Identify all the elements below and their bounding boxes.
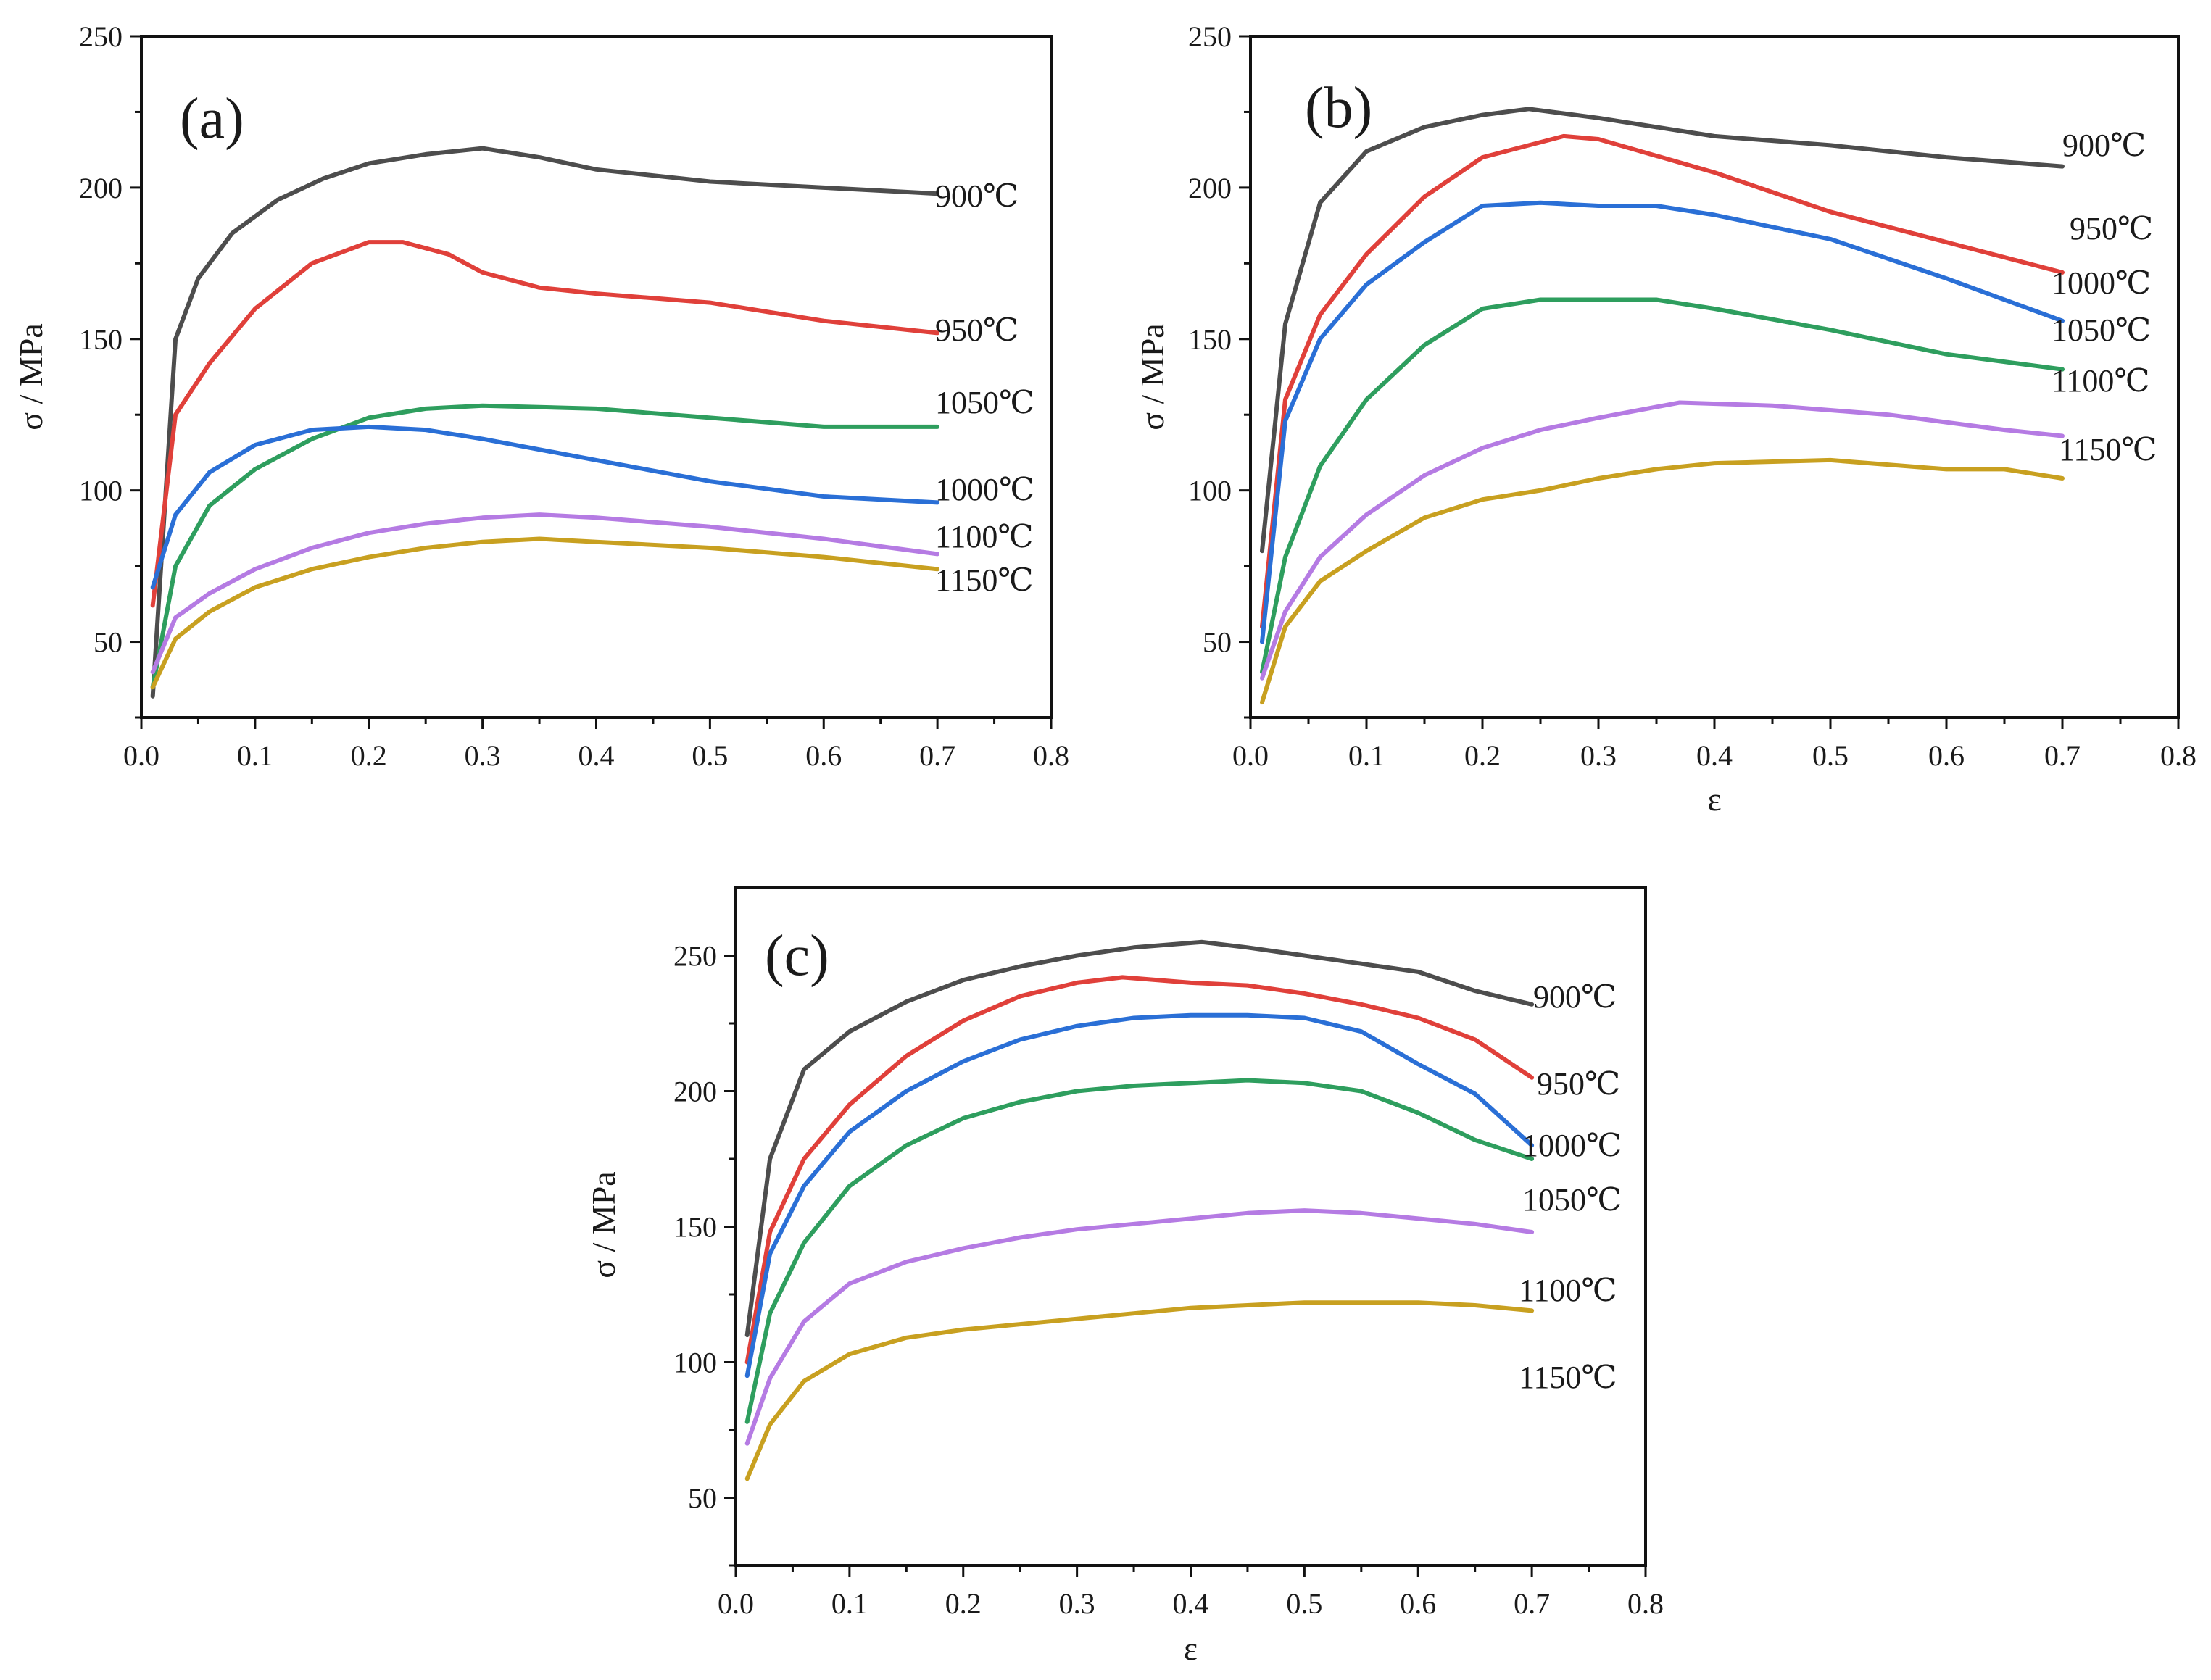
panel-label: (c) xyxy=(765,924,829,988)
y-tick-label: 250 xyxy=(1188,20,1232,53)
series-line-1150c xyxy=(150,536,940,690)
series-label: 1050℃ xyxy=(1522,1182,1622,1218)
series-label: 900℃ xyxy=(2062,128,2146,163)
series-line-950c xyxy=(1260,133,2065,629)
x-axis-label: ε xyxy=(1184,1630,1198,1667)
y-tick-label: 100 xyxy=(1188,475,1232,507)
series-label: 950℃ xyxy=(1537,1066,1620,1102)
y-tick-label: 50 xyxy=(688,1482,717,1515)
panel-label: (a) xyxy=(180,87,244,151)
y-tick-label: 200 xyxy=(79,172,123,204)
x-tick-label: 0.8 xyxy=(1033,739,1069,772)
plot-frame xyxy=(140,35,1053,719)
x-tick-label: 0.3 xyxy=(1059,1587,1095,1620)
x-tick-label: 0.3 xyxy=(465,739,501,772)
x-tick-label: 0.0 xyxy=(1232,739,1269,772)
x-tick-label: 0.1 xyxy=(1348,739,1385,772)
x-tick-label: 0.4 xyxy=(1173,1587,1209,1620)
series-line-900c xyxy=(150,146,940,699)
series-line-900c xyxy=(1260,107,2065,554)
series-line-1100c xyxy=(1260,400,2065,681)
x-tick-label: 0.2 xyxy=(351,739,387,772)
series-label: 950℃ xyxy=(935,312,1019,348)
y-tick-label: 50 xyxy=(94,626,123,659)
y-tick-label: 150 xyxy=(79,323,123,356)
x-tick-label: 0.2 xyxy=(945,1587,982,1620)
y-tick-label: 200 xyxy=(673,1076,717,1108)
series-line-1050c xyxy=(1260,297,2065,675)
series-label: 1100℃ xyxy=(935,519,1034,554)
x-tick-label: 0.4 xyxy=(1696,739,1733,772)
y-axis-label: σ / MPa xyxy=(12,323,49,430)
x-axis-label: ε xyxy=(1707,781,1721,818)
x-tick-label: 0.0 xyxy=(123,739,159,772)
series-label: 1000℃ xyxy=(1522,1128,1622,1163)
series-line-950c xyxy=(150,240,940,608)
series-label: 1000℃ xyxy=(935,472,1034,507)
series-label: 1150℃ xyxy=(2059,432,2157,467)
chart-panel-b: 0.0 0.1 0.2 0.3 0.4 0.5 0.6 0.7 0.8 50 100 150 200 25… xyxy=(1134,20,2197,818)
series-label: 1150℃ xyxy=(935,562,1034,598)
x-tick-label: 0.6 xyxy=(805,739,842,772)
y-tick-label: 200 xyxy=(1188,172,1232,204)
series-line-1050c xyxy=(744,1078,1535,1424)
series-line-1150c xyxy=(744,1300,1535,1481)
series-line-1100c xyxy=(150,512,940,675)
chart-panel-c: 0.0 0.1 0.2 0.3 0.4 0.5 0.6 0.7 0.8 50 100 150 200 25… xyxy=(585,886,1664,1667)
y-tick-label: 150 xyxy=(673,1211,717,1244)
chart-panel-a: 0.0 0.1 0.2 0.3 0.4 0.5 0.6 0.7 0.8 50 100 150 200 25… xyxy=(12,20,1069,772)
series-line-1000c xyxy=(1260,200,2065,644)
x-tick-label: 0.7 xyxy=(1514,1587,1550,1620)
y-tick-label: 150 xyxy=(1188,323,1232,356)
series-label: 1050℃ xyxy=(935,385,1034,420)
y-axis-label: σ / MPa xyxy=(585,1171,622,1278)
x-tick-label: 0.5 xyxy=(1286,1587,1322,1620)
x-tick-label: 0.8 xyxy=(2160,739,2197,772)
x-tick-label: 0.2 xyxy=(1464,739,1501,772)
panel-label: (b) xyxy=(1305,76,1372,140)
y-tick-label: 250 xyxy=(673,940,717,973)
x-tick-label: 0.6 xyxy=(1928,739,1965,772)
x-tick-label: 0.5 xyxy=(692,739,728,772)
series-line-950c xyxy=(744,975,1535,1365)
series-label: 900℃ xyxy=(935,178,1019,214)
y-tick-label: 250 xyxy=(79,20,123,53)
series-label: 900℃ xyxy=(1533,979,1617,1015)
series-line-900c xyxy=(744,939,1535,1338)
y-tick-label: 100 xyxy=(79,475,123,507)
series-line-1100c xyxy=(744,1208,1535,1446)
series-label: 1000℃ xyxy=(2052,265,2151,301)
series-line-1050c xyxy=(150,403,940,690)
y-tick-label: 50 xyxy=(1203,626,1232,659)
x-tick-label: 0.5 xyxy=(1812,739,1849,772)
x-tick-label: 0.0 xyxy=(718,1587,754,1620)
y-axis-label: σ / MPa xyxy=(1134,323,1171,430)
series-line-1000c xyxy=(150,424,940,590)
x-tick-label: 0.4 xyxy=(578,739,615,772)
y-tick-label: 100 xyxy=(673,1347,717,1379)
x-tick-label: 0.1 xyxy=(831,1587,868,1620)
series-label: 1050℃ xyxy=(2052,312,2151,348)
series-label: 950℃ xyxy=(2070,211,2153,246)
series-label: 1150℃ xyxy=(1519,1360,1617,1395)
x-tick-label: 0.8 xyxy=(1627,1587,1664,1620)
x-tick-label: 0.6 xyxy=(1400,1587,1436,1620)
series-label: 1100℃ xyxy=(2052,363,2150,399)
x-tick-label: 0.1 xyxy=(237,739,273,772)
x-tick-label: 0.7 xyxy=(919,739,955,772)
x-tick-label: 0.3 xyxy=(1580,739,1617,772)
x-tick-label: 0.7 xyxy=(2044,739,2081,772)
series-line-1150c xyxy=(1260,457,2065,705)
series-label: 1100℃ xyxy=(1519,1273,1617,1308)
series-line-1000c xyxy=(744,1012,1535,1378)
